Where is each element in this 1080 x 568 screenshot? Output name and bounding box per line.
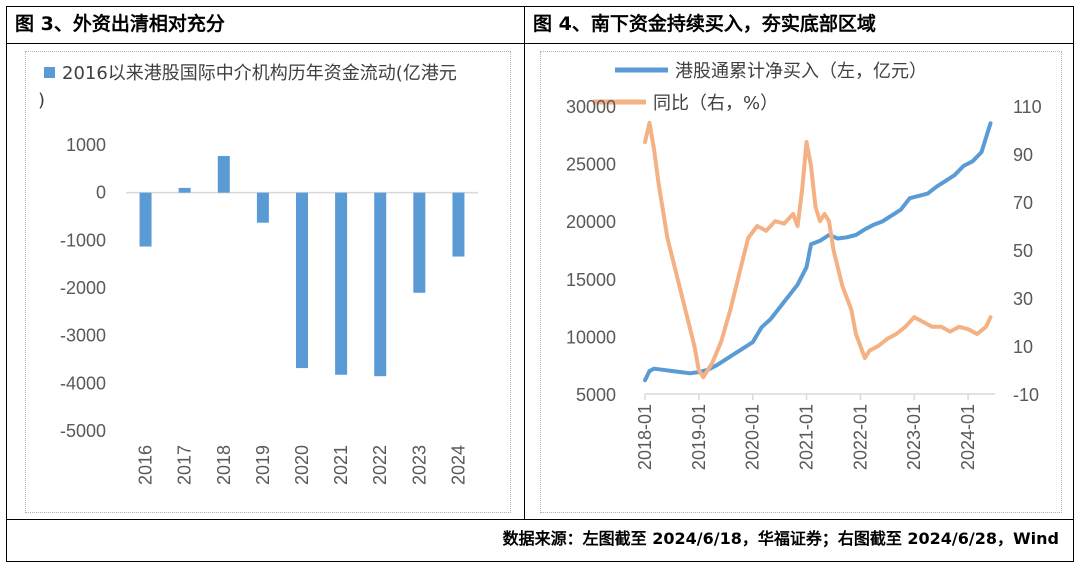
x-tick-label: 2024-01 [958, 404, 978, 470]
legend-label-orange: 同比（右，%） [653, 93, 778, 114]
y-right-tick-label: 90 [1013, 145, 1033, 165]
y-left-tick-label: 5000 [576, 385, 616, 405]
bar-2021 [335, 192, 348, 375]
y-left-tick-label: 15000 [566, 270, 616, 290]
bar-2019 [256, 192, 269, 223]
y-tick-label: -1000 [60, 230, 106, 250]
x-tick-label: 2017 [175, 445, 195, 485]
legend-label: 2016以来港股国际中介机构历年资金流动(亿港元) [38, 63, 457, 111]
x-tick-label: 2018 [214, 445, 234, 485]
y-tick-label: -3000 [60, 326, 106, 346]
series-line-cumulative-net-buy [643, 121, 993, 383]
bar-2016 [139, 192, 152, 247]
x-tick-label: 2019 [253, 445, 273, 485]
right-panel-title: 图 4、南下资金持续买入，夯实底部区域 [525, 7, 1073, 44]
right-panel: 图 4、南下资金持续买入，夯实底部区域 港股通累计净买入（左，亿元） 同比（右，%… [524, 6, 1074, 520]
x-tick-label: 2023-01 [904, 404, 924, 470]
series-line-yoy [643, 120, 993, 380]
y-tick-label: -2000 [60, 278, 106, 298]
legend-swatch [44, 67, 55, 78]
x-tick-label: 2022 [370, 445, 390, 485]
y-right-tick-label: 50 [1013, 241, 1033, 261]
bar-2022 [374, 192, 387, 377]
x-tick-label: 2019-01 [689, 404, 709, 470]
bar-2018 [217, 155, 230, 193]
bar-2020 [296, 192, 308, 369]
x-tick-label: 2020-01 [743, 404, 763, 470]
x-tick-label: 2016 [136, 445, 156, 485]
x-tick-label: 2021-01 [797, 404, 817, 470]
bar-chart-area: 2016以来港股国际中介机构历年资金流动(亿港元) 1000 0 -1000 -2000… [25, 51, 511, 513]
line-chart-area: 港股通累计净买入（左，亿元） 同比（右，%） 30000 25000 20000 1500… [540, 51, 1062, 513]
bar-2024 [452, 192, 465, 257]
bar-chart: 2016以来港股国际中介机构历年资金流动(亿港元) 1000 0 -1000 -2000… [38, 63, 478, 485]
x-tick-label: 2022-01 [850, 404, 870, 470]
left-panel-title: 图 3、外资出清相对充分 [7, 7, 524, 44]
x-tick-label: 2023 [409, 445, 429, 485]
y-tick-label: 0 [96, 183, 106, 203]
y-right-tick-label: 30 [1013, 289, 1033, 309]
y-right-tick-label: 110 [1013, 97, 1042, 117]
y-left-tick-label: 25000 [566, 155, 616, 175]
bar-2017 [178, 187, 191, 193]
legend-label-blue: 港股通累计净买入（左，亿元） [675, 61, 927, 82]
y-right-tick-label: 10 [1013, 337, 1033, 357]
x-tick-label: 2018-01 [635, 404, 655, 470]
source-note: 数据来源：左图截至 2024/6/18，华福证券；右图截至 2024/6/28，… [6, 520, 1074, 562]
bar-2023 [413, 192, 426, 293]
y-right-tick-label: -10 [1013, 385, 1039, 405]
line-chart: 港股通累计净买入（左，亿元） 同比（右，%） 30000 25000 20000 1500… [566, 61, 1042, 470]
y-left-tick-label: 30000 [566, 97, 616, 117]
y-tick-label: -5000 [60, 421, 106, 441]
y-left-tick-label: 20000 [566, 212, 616, 232]
y-tick-label: -4000 [60, 373, 106, 393]
y-left-tick-label: 10000 [566, 327, 616, 347]
y-right-tick-label: 70 [1013, 193, 1033, 213]
y-tick-label: 1000 [66, 135, 106, 155]
x-tick-label: 2020 [292, 445, 312, 485]
x-tick-label: 2021 [331, 445, 351, 485]
x-tick-label: 2024 [448, 445, 468, 485]
left-panel: 图 3、外资出清相对充分 2016以来港股国际中介机构历年资金流动(亿港元) 10… [6, 6, 525, 520]
